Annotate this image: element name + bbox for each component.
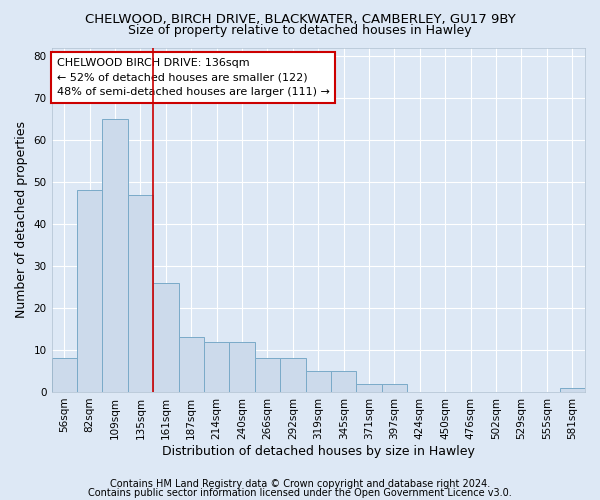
Bar: [356, 384, 382, 392]
Bar: [305, 371, 331, 392]
Text: CHELWOOD BIRCH DRIVE: 136sqm
← 52% of detached houses are smaller (122)
48% of s: CHELWOOD BIRCH DRIVE: 136sqm ← 52% of de…: [57, 58, 330, 98]
Text: CHELWOOD, BIRCH DRIVE, BLACKWATER, CAMBERLEY, GU17 9BY: CHELWOOD, BIRCH DRIVE, BLACKWATER, CAMBE…: [85, 12, 515, 26]
Bar: [103, 119, 128, 392]
Bar: [128, 194, 153, 392]
X-axis label: Distribution of detached houses by size in Hawley: Distribution of detached houses by size …: [162, 444, 475, 458]
Text: Contains public sector information licensed under the Open Government Licence v3: Contains public sector information licen…: [88, 488, 512, 498]
Bar: [280, 358, 305, 392]
Y-axis label: Number of detached properties: Number of detached properties: [15, 121, 28, 318]
Bar: [331, 371, 356, 392]
Bar: [179, 338, 204, 392]
Text: Size of property relative to detached houses in Hawley: Size of property relative to detached ho…: [128, 24, 472, 37]
Bar: [153, 282, 179, 392]
Bar: [229, 342, 255, 392]
Bar: [52, 358, 77, 392]
Bar: [560, 388, 585, 392]
Bar: [382, 384, 407, 392]
Text: Contains HM Land Registry data © Crown copyright and database right 2024.: Contains HM Land Registry data © Crown c…: [110, 479, 490, 489]
Bar: [77, 190, 103, 392]
Bar: [204, 342, 229, 392]
Bar: [255, 358, 280, 392]
